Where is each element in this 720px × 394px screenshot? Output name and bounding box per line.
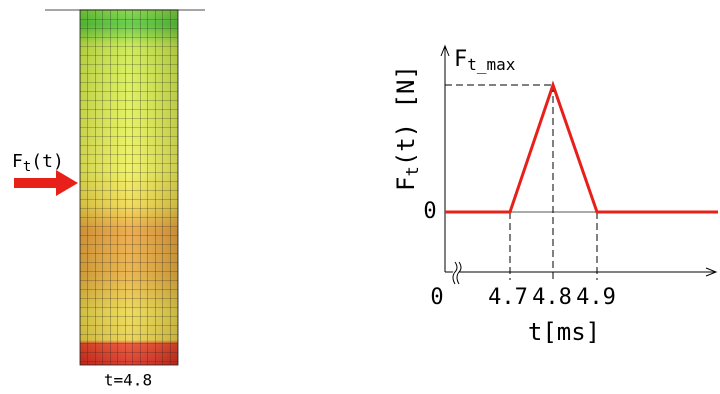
arrow-head xyxy=(56,170,78,196)
peak-label: Ft_max xyxy=(454,47,516,74)
x-tick-label: 4.7 xyxy=(488,285,528,310)
axis-break xyxy=(453,262,461,284)
y-axis-label-sub: t xyxy=(403,166,423,176)
caption: t=4.8 xyxy=(104,371,152,390)
force-label-main: F xyxy=(12,151,23,172)
y-axis-label: Ft(t) [N] xyxy=(392,65,423,191)
peak-label-sub: t_max xyxy=(467,55,516,74)
x-axis-label: t[ms] xyxy=(528,318,600,346)
peak-label-main: F xyxy=(454,47,467,72)
y-axis-label-suffix: (t) [N] xyxy=(392,65,420,166)
mesh xyxy=(80,10,178,365)
force-label: Ft(t) xyxy=(12,151,64,175)
figure: Ft(t) t=4.8 Ft_max Ft(t) [N] 0 0 4.7 4.8… xyxy=(0,0,720,394)
x-tick-label: 4.8 xyxy=(532,285,572,310)
x-tick-label: 4.9 xyxy=(576,285,616,310)
force-label-suffix: (t) xyxy=(31,151,64,172)
arrow-shaft xyxy=(14,178,58,188)
y-zero-label: 0 xyxy=(423,199,436,224)
force-pulse xyxy=(445,85,718,212)
y-axis-label-main: F xyxy=(392,176,420,190)
x-tick-label: 0 xyxy=(430,285,443,310)
force-label-sub: t xyxy=(23,159,31,175)
